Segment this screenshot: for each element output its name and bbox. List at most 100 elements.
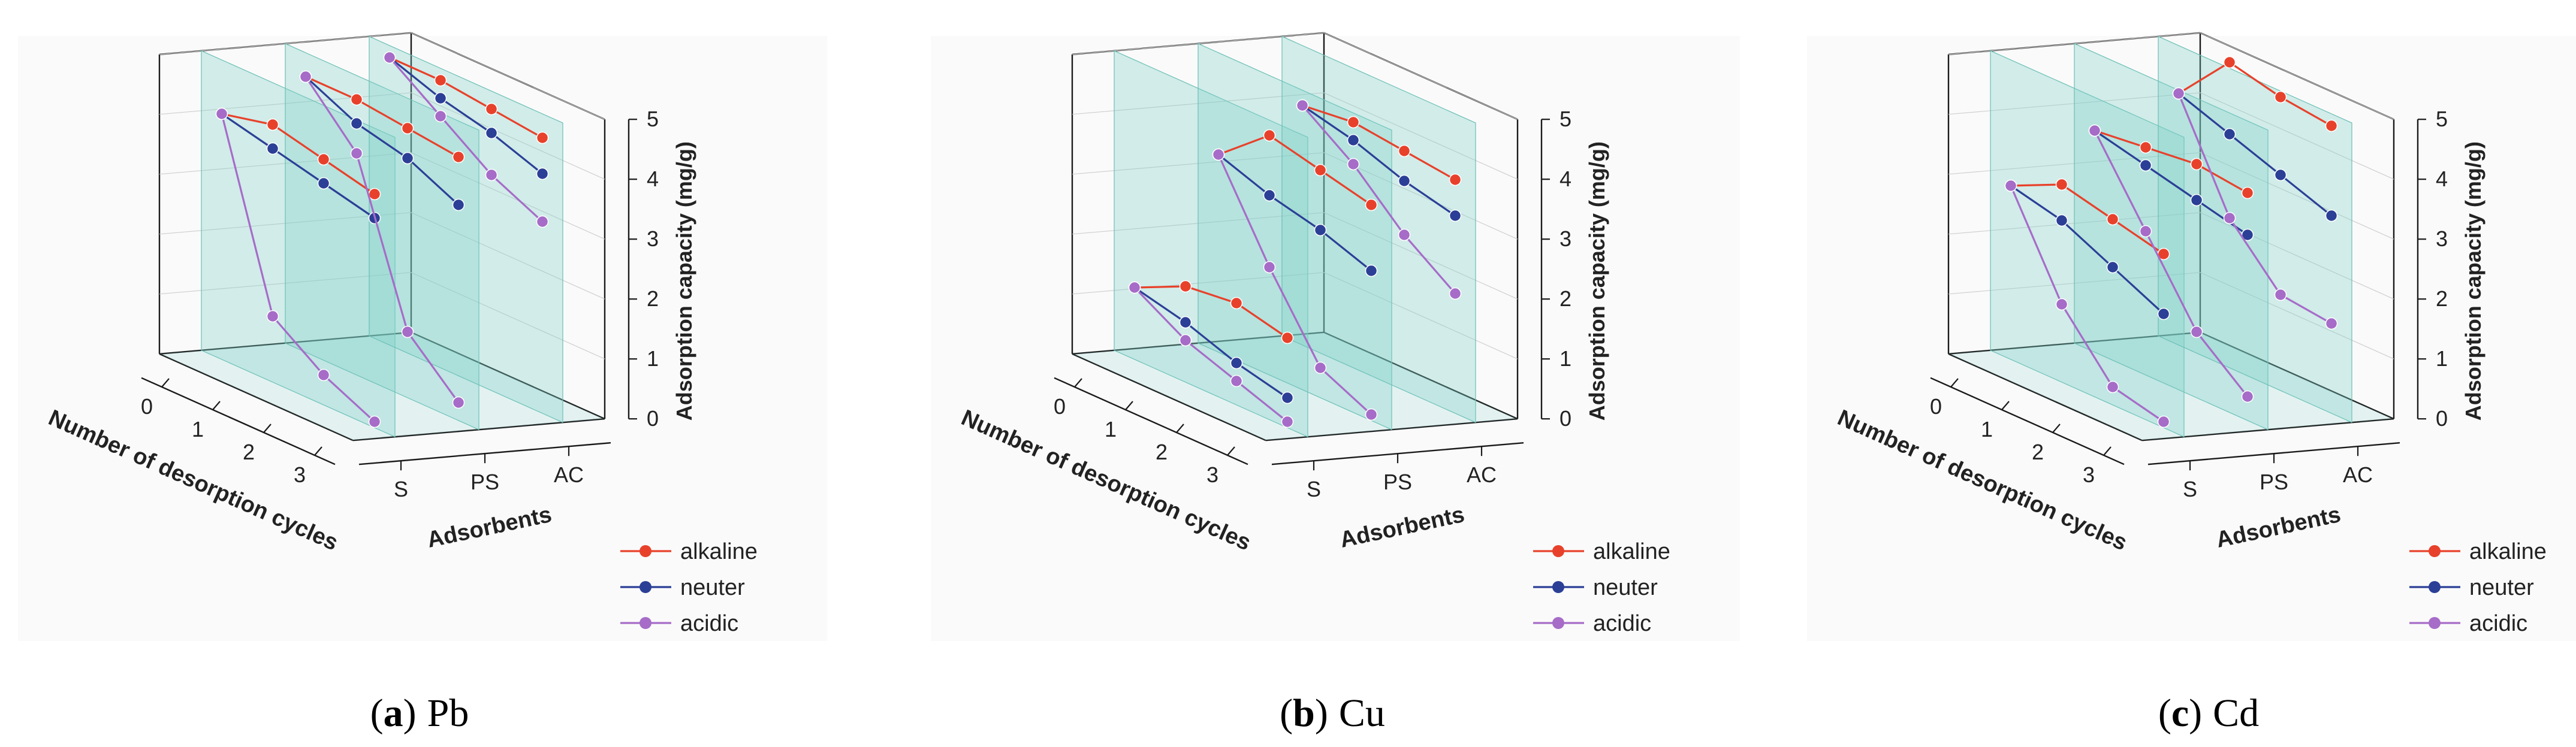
data-point-ac-alkaline-2 — [1398, 144, 1411, 158]
data-point-s-acidic-3 — [2157, 415, 2170, 428]
data-point-ac-alkaline-3 — [536, 131, 549, 144]
data-point-ac-acidic-3 — [536, 215, 549, 228]
x-tick-label: 3 — [2083, 462, 2095, 487]
data-point-s-acidic-0 — [215, 107, 228, 120]
caption-letter: c — [2171, 691, 2189, 735]
y-tick-label: AC — [1467, 462, 1497, 487]
data-point-s-neuter-2 — [2106, 261, 2119, 274]
data-point-s-acidic-1 — [2055, 298, 2068, 311]
z-axis-title: Adsorption capacity (mg/g) — [2461, 141, 2485, 421]
data-point-ac-acidic-1 — [434, 110, 447, 123]
data-point-ac-neuter-1 — [2223, 128, 2236, 141]
x-tick-label: 0 — [1054, 394, 1066, 419]
data-point-ac-acidic-0 — [2172, 87, 2185, 100]
series-line-s-alkaline — [2010, 183, 2164, 255]
data-point-ps-alkaline-3 — [2241, 186, 2254, 199]
data-point-ac-alkaline-1 — [434, 74, 447, 87]
y-tick-label: PS — [1383, 470, 1412, 494]
data-point-s-neuter-1 — [2055, 214, 2068, 227]
legend-label-alkaline: alkaline — [2469, 539, 2547, 564]
series-line-ac-neuter — [389, 56, 543, 175]
data-point-s-acidic-2 — [1230, 374, 1243, 388]
data-point-ps-alkaline-2 — [1314, 164, 1327, 177]
data-point-ps-acidic-2 — [1314, 361, 1327, 374]
legend-label-neuter: neuter — [680, 575, 745, 600]
x-tick — [1950, 378, 1959, 388]
gridline — [159, 212, 605, 300]
data-point-ps-alkaline-1 — [2139, 141, 2152, 154]
legend-marker-neuter — [1552, 581, 1564, 593]
data-point-ps-neuter-1 — [350, 117, 363, 130]
legend-label-neuter: neuter — [1593, 575, 1658, 600]
gridline — [1072, 32, 1518, 120]
data-point-ps-neuter-2 — [2190, 193, 2203, 207]
panel-background — [931, 36, 1740, 641]
data-point-ps-acidic-0 — [299, 70, 312, 83]
legend: alkaline neuter acidic — [620, 539, 758, 636]
floor-plane — [1948, 332, 2394, 441]
z-axis: 0 1 2 3 4 5 Adsorption capacity (mg/g) — [628, 107, 696, 431]
data-point-s-neuter-2 — [317, 177, 330, 190]
series-group — [1128, 99, 1462, 428]
data-point-s-neuter-3 — [1281, 391, 1294, 404]
data-point-s-acidic-2 — [2106, 380, 2119, 394]
data-point-ac-acidic-0 — [383, 51, 396, 64]
gridline — [1948, 212, 2394, 300]
gridline — [159, 272, 605, 359]
data-point-s-acidic-1 — [1179, 334, 1192, 347]
data-point-ps-alkaline-3 — [452, 150, 465, 164]
gridline — [1072, 92, 1518, 180]
caption-open: ( — [2158, 691, 2171, 735]
y-tick-label: PS — [470, 470, 499, 494]
data-point-s-acidic-0 — [1128, 281, 1141, 294]
caption-metal: Cu — [1339, 691, 1385, 735]
data-point-ac-acidic-3 — [2325, 317, 2338, 330]
x-tick-label: 2 — [2032, 440, 2044, 464]
data-point-ac-alkaline-3 — [1449, 173, 1462, 186]
data-point-ps-neuter-2 — [401, 152, 414, 165]
gridline — [159, 92, 605, 180]
gridline — [159, 152, 605, 240]
series-line-ps-neuter — [2094, 129, 2248, 236]
caption-close: ) — [1315, 691, 1328, 735]
data-point-ac-neuter-2 — [2274, 168, 2287, 182]
data-point-ps-neuter-1 — [2139, 159, 2152, 172]
data-point-ac-acidic-2 — [485, 168, 498, 182]
data-point-ps-acidic-2 — [2190, 325, 2203, 338]
data-point-ps-acidic-2 — [401, 325, 414, 338]
frame-edge — [159, 353, 354, 441]
legend-marker-acidic — [1552, 617, 1564, 629]
data-point-ps-neuter-3 — [1365, 264, 1378, 277]
panel-background — [1807, 36, 2576, 641]
series-line-s-acidic — [1133, 286, 1288, 423]
data-point-ps-acidic-1 — [2139, 225, 2152, 238]
data-point-ps-alkaline-2 — [401, 122, 414, 135]
data-point-s-acidic-2 — [317, 368, 330, 382]
z-axis-title: Adsorption capacity (mg/g) — [1585, 141, 1609, 421]
z-tick-label: 3 — [2436, 226, 2448, 251]
series-line-s-neuter — [221, 113, 375, 219]
legend-label-acidic: acidic — [2469, 611, 2527, 636]
adsorbent-plane-s — [1114, 50, 1308, 438]
data-point-ac-alkaline-3 — [2325, 119, 2338, 132]
data-point-s-alkaline-3 — [1281, 331, 1294, 344]
x-tick — [1176, 424, 1184, 433]
caption-close: ) — [2189, 691, 2202, 735]
z-tick-label: 2 — [2436, 286, 2448, 311]
panel-caption: (b) Cu — [1280, 691, 1385, 735]
data-point-s-acidic-1 — [266, 310, 279, 323]
frame-edge — [2200, 331, 2394, 420]
legend-marker-alkaline — [640, 545, 651, 557]
data-point-ac-acidic-3 — [1449, 287, 1462, 300]
z-tick-label: 4 — [2436, 167, 2448, 191]
data-point-ac-neuter-1 — [434, 92, 447, 105]
series-line-ps-neuter — [1218, 153, 1372, 272]
series-line-ps-alkaline — [305, 75, 459, 158]
legend-marker-neuter — [640, 581, 651, 593]
legend-label-acidic: acidic — [1593, 611, 1651, 636]
data-point-ac-acidic-1 — [2223, 211, 2236, 225]
data-point-s-neuter-2 — [1230, 356, 1243, 370]
caption-letter: a — [384, 691, 403, 735]
z-tick-label: 0 — [647, 406, 659, 431]
frame-edge — [1948, 353, 2143, 441]
